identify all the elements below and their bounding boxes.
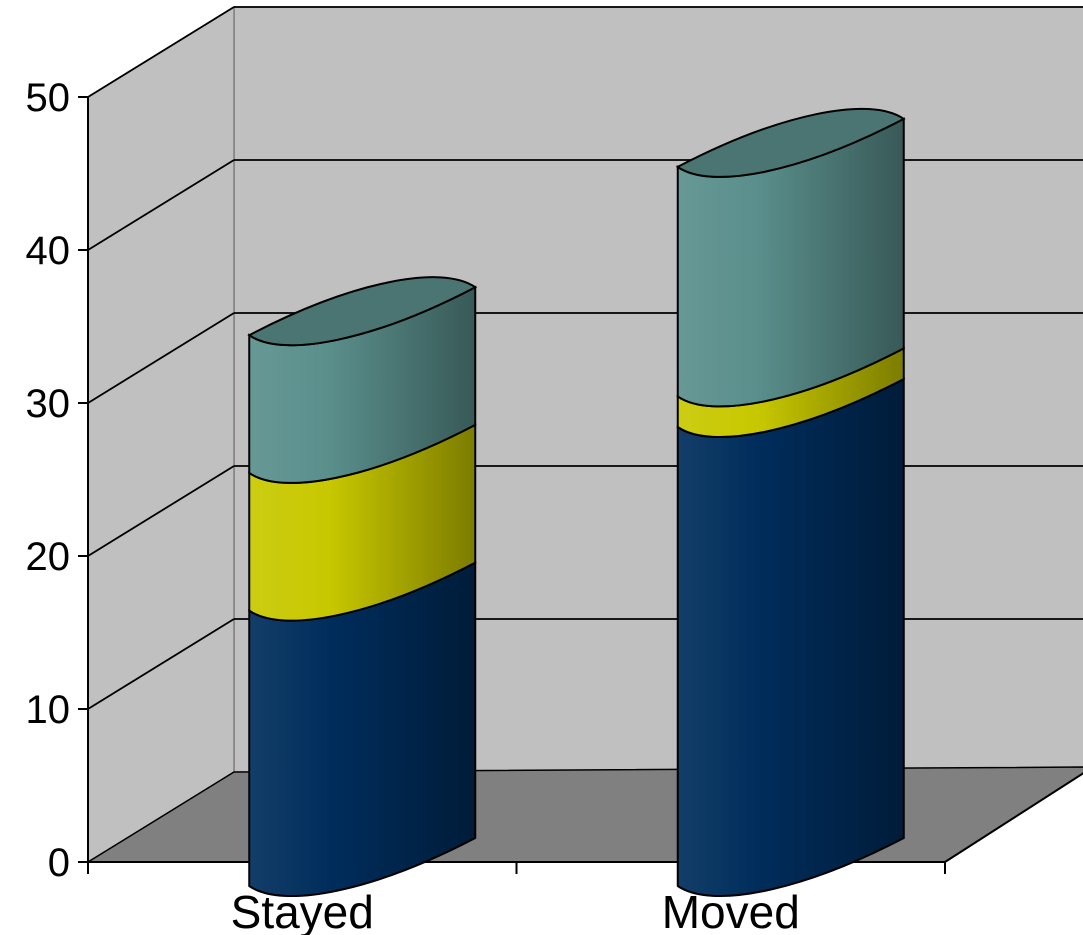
cylinder-cap	[247, 276, 478, 347]
plot-area	[247, 107, 906, 897]
cylinder-cap	[675, 107, 906, 178]
gridline-side	[87, 312, 235, 404]
y-tick-label: 20	[26, 535, 71, 579]
axis-labels: 0 10 20 30 40 50 Stayed Moved	[26, 76, 800, 935]
gridline-side	[87, 159, 235, 251]
floor-edge-line	[944, 772, 1083, 863]
gridline-side	[87, 465, 235, 557]
y-tick-label: 40	[26, 229, 71, 273]
y-tick-label: 10	[26, 688, 71, 732]
y-tick-label: 50	[26, 76, 71, 120]
cylinder-segment	[676, 377, 905, 897]
gridline-side	[87, 618, 235, 710]
chart-walls	[85, 5, 1083, 864]
y-tick-label: 30	[26, 382, 71, 426]
y-tick-label: 0	[48, 841, 70, 885]
gridline-side	[87, 6, 235, 98]
x-tick-label: Stayed	[231, 886, 374, 935]
x-tick-label: Moved	[662, 886, 800, 935]
floor	[85, 766, 1083, 863]
side-wall	[87, 5, 235, 864]
